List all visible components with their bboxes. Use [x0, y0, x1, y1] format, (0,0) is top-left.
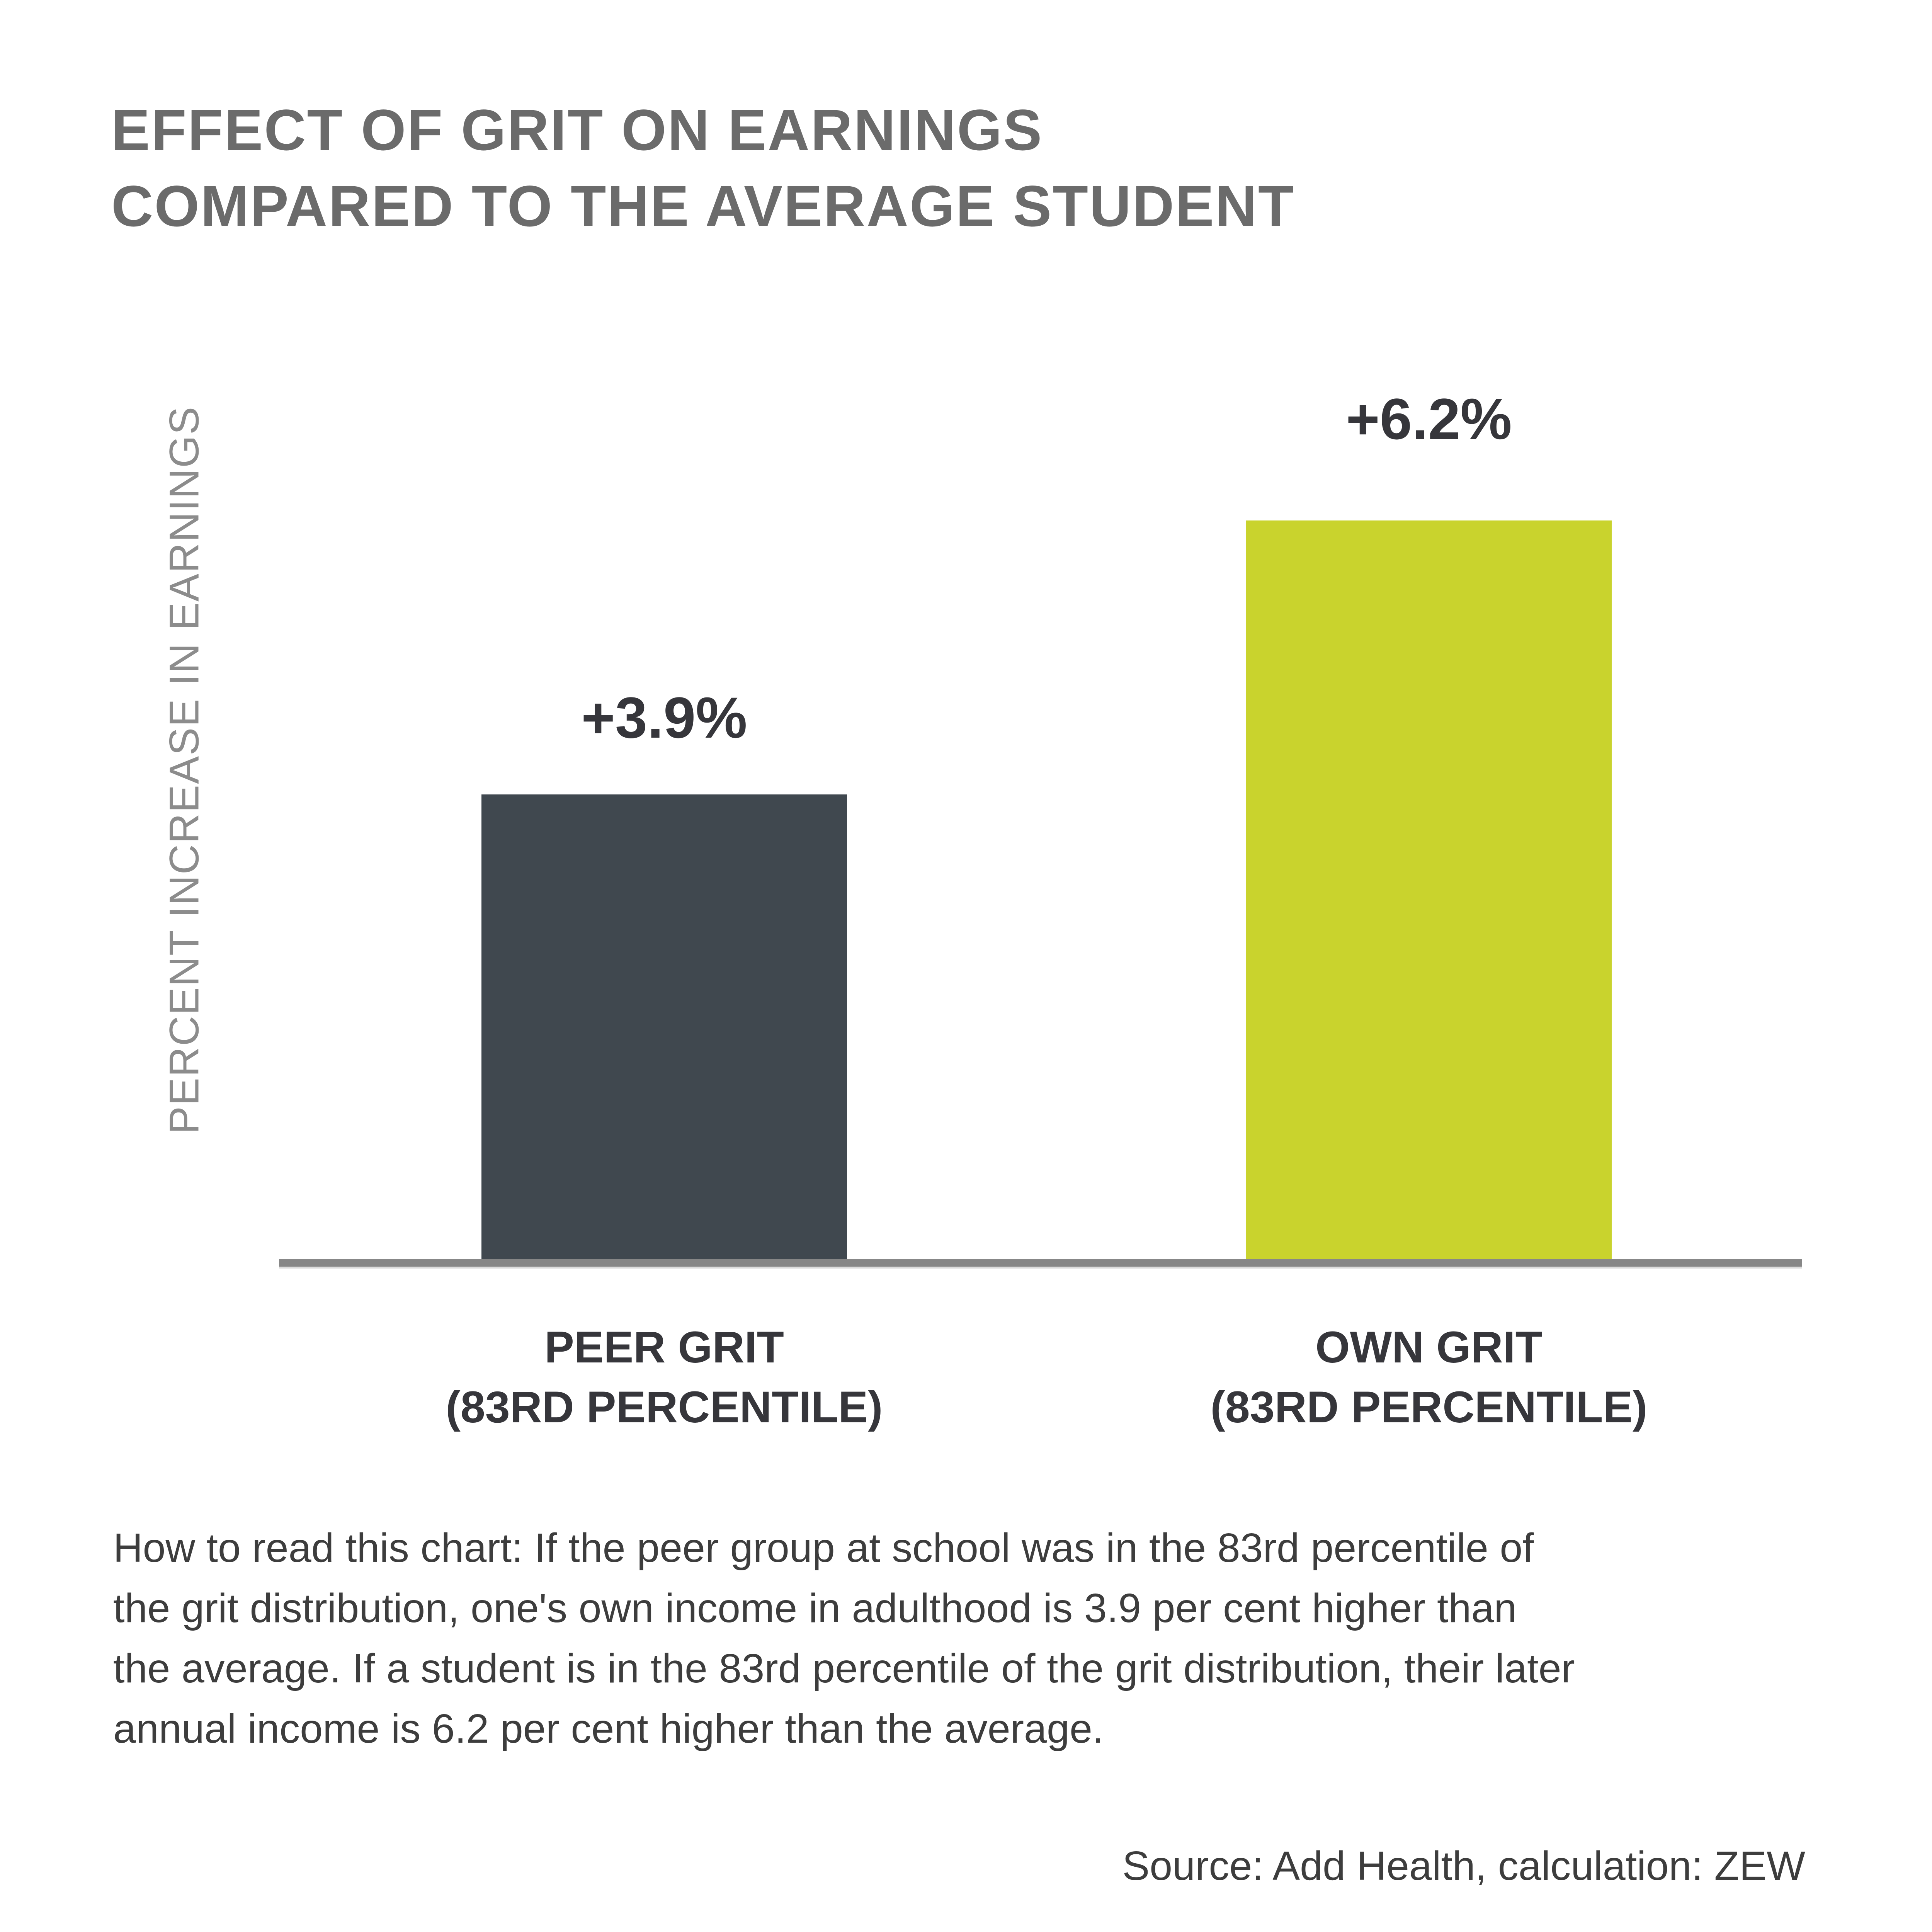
- category-label-own-grit-line-2: (83RD PERCENTILE): [1210, 1383, 1648, 1432]
- chart-caption: How to read this chart: If the peer grou…: [113, 1518, 1575, 1759]
- bar-peer-grit: [481, 794, 847, 1259]
- category-label-own-grit-line-1: OWN GRIT: [1315, 1323, 1543, 1372]
- category-label-peer-grit-line-1: PEER GRIT: [544, 1323, 784, 1372]
- caption-line-4: annual income is 6.2 per cent higher tha…: [113, 1706, 1104, 1752]
- caption-line-1: How to read this chart: If the peer grou…: [113, 1525, 1534, 1571]
- chart-title-line-1: EFFECT OF GRIT ON EARNINGS: [111, 97, 1043, 162]
- x-axis-line: [279, 1259, 1802, 1267]
- y-axis-label: PERCENT INCREASE IN EARNINGS: [160, 406, 207, 1134]
- category-label-own-grit: OWN GRIT (83RD PERCENTILE): [1081, 1318, 1777, 1437]
- chart-title: EFFECT OF GRIT ON EARNINGS COMPARED TO T…: [111, 92, 1295, 244]
- chart-title-line-2: COMPARED TO THE AVERAGE STUDENT: [111, 173, 1295, 238]
- category-label-peer-grit: PEER GRIT (83RD PERCENTILE): [316, 1318, 1012, 1437]
- caption-line-2: the grit distribution, one's own income …: [113, 1585, 1517, 1631]
- source-note: Source: Add Health, calculation: ZEW: [1122, 1843, 1805, 1889]
- value-label-own-grit: +6.2%: [1346, 386, 1512, 451]
- x-axis-line-shadow: [279, 1267, 1802, 1269]
- bar-own-grit: [1246, 520, 1612, 1259]
- category-label-peer-grit-line-2: (83RD PERCENTILE): [446, 1383, 883, 1432]
- value-label-peer-grit: +3.9%: [581, 685, 747, 750]
- caption-line-3: the average. If a student is in the 83rd…: [113, 1646, 1575, 1691]
